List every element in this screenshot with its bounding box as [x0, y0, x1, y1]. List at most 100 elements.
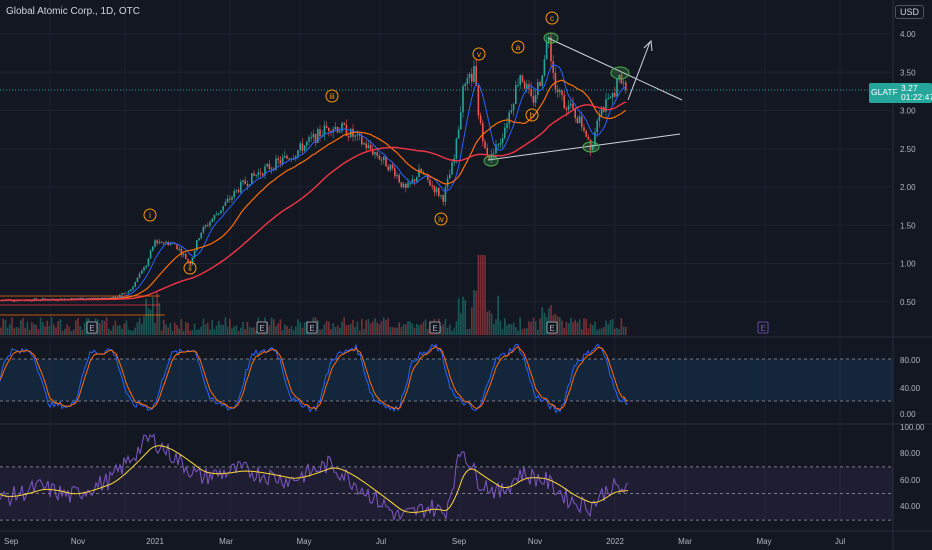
candle-body [515, 85, 517, 104]
volume-bar [176, 324, 178, 335]
price-tag-symbol: GLATF [871, 87, 898, 97]
trend-lines [0, 32, 683, 316]
volume-bar [237, 330, 240, 335]
candle-body [554, 72, 557, 90]
volume-bar [248, 326, 251, 335]
candle-body [449, 174, 451, 179]
candle-body [541, 75, 543, 86]
volume-bar [246, 321, 249, 335]
candle-body [506, 123, 508, 128]
candle-body [123, 293, 125, 295]
candle-body [202, 226, 205, 233]
volume-bar [521, 329, 524, 335]
volume-bar [422, 321, 425, 335]
candle-body [431, 185, 433, 187]
volume-bar [449, 324, 451, 335]
volume-bar [130, 330, 132, 335]
candle-body [334, 126, 337, 130]
time-tick: May [756, 537, 771, 546]
stoch-tick: 40.00 [900, 384, 921, 393]
candle-body [257, 172, 260, 175]
volume-bar [279, 319, 282, 335]
candle-body [330, 131, 332, 133]
candle-body [462, 86, 464, 113]
volume-bar [354, 327, 356, 335]
candle-body [207, 225, 209, 227]
candle-body [279, 160, 282, 164]
volume-bar [510, 324, 513, 335]
candle-body [385, 156, 387, 167]
volume-bar [171, 330, 174, 335]
candle-body [341, 123, 343, 132]
volume-bar [211, 320, 213, 335]
volume-bar [418, 325, 420, 335]
candle-body [519, 75, 521, 85]
volume-bar [323, 324, 326, 335]
volume-bar [427, 329, 429, 335]
candle-body [325, 125, 328, 128]
volume-bar [462, 296, 464, 335]
volume-bar [125, 320, 128, 335]
currency-button[interactable]: USD [894, 5, 924, 19]
volume-bar [138, 317, 141, 335]
candle-body [578, 116, 581, 124]
volume-bar [519, 317, 521, 335]
volume-bar [35, 324, 37, 335]
candle-body [169, 243, 172, 246]
candle-body [308, 137, 310, 142]
wave-label-1: ii [188, 264, 192, 273]
candle-body [539, 82, 541, 86]
candle-body [477, 85, 480, 116]
volume-bar [297, 319, 299, 335]
volume-bar [169, 322, 172, 335]
candle-body [486, 148, 488, 156]
candle-body [152, 246, 154, 251]
candle-body [141, 270, 143, 274]
volume-bar [4, 320, 7, 335]
candle-body [466, 77, 469, 84]
time-tick: Sep [452, 537, 467, 546]
moving-average-line [0, 101, 627, 302]
time-tick: Sep [4, 537, 19, 546]
volume-bar [273, 319, 275, 335]
volume-bar [244, 329, 246, 335]
candle-body [363, 143, 365, 145]
candle-body [215, 214, 218, 216]
time-axis: Sep Nov 2021 Mar May Jul Sep Nov 2022 Mar May Jul [4, 537, 845, 546]
candle-body [317, 129, 319, 143]
volume-bar [112, 325, 114, 335]
volume-bar [497, 295, 499, 335]
volume-bar [556, 316, 559, 335]
candle-body [275, 158, 277, 170]
volume-bar [372, 321, 374, 335]
candle-body [565, 108, 568, 110]
candle-body [189, 261, 191, 265]
candle-body [508, 112, 510, 124]
rsi-tick: 40.00 [900, 502, 921, 511]
rsi-tick: 100.00 [900, 423, 925, 432]
volume-bar [6, 327, 9, 335]
volume-bar [614, 328, 616, 335]
volume-bar [493, 323, 495, 335]
volume-bar [13, 328, 15, 335]
candle-body [429, 179, 431, 186]
candle-body [532, 96, 535, 103]
candle-body [442, 195, 444, 202]
volume-bar [200, 326, 202, 335]
candle-body [240, 181, 242, 193]
candle-body [534, 95, 537, 103]
volume-bar [592, 325, 594, 335]
volume-bar [295, 326, 297, 335]
volume-bar [44, 325, 46, 335]
candle-body [616, 78, 618, 97]
volume-bar [332, 323, 334, 335]
rsi-tick: 80.00 [900, 449, 921, 458]
resistance-line [547, 37, 683, 101]
candle-body [209, 221, 211, 226]
candle-body [387, 166, 389, 171]
candle-body [427, 173, 429, 180]
volume-bar [446, 327, 449, 335]
volume-bar [409, 321, 411, 335]
candle-body [354, 135, 356, 137]
